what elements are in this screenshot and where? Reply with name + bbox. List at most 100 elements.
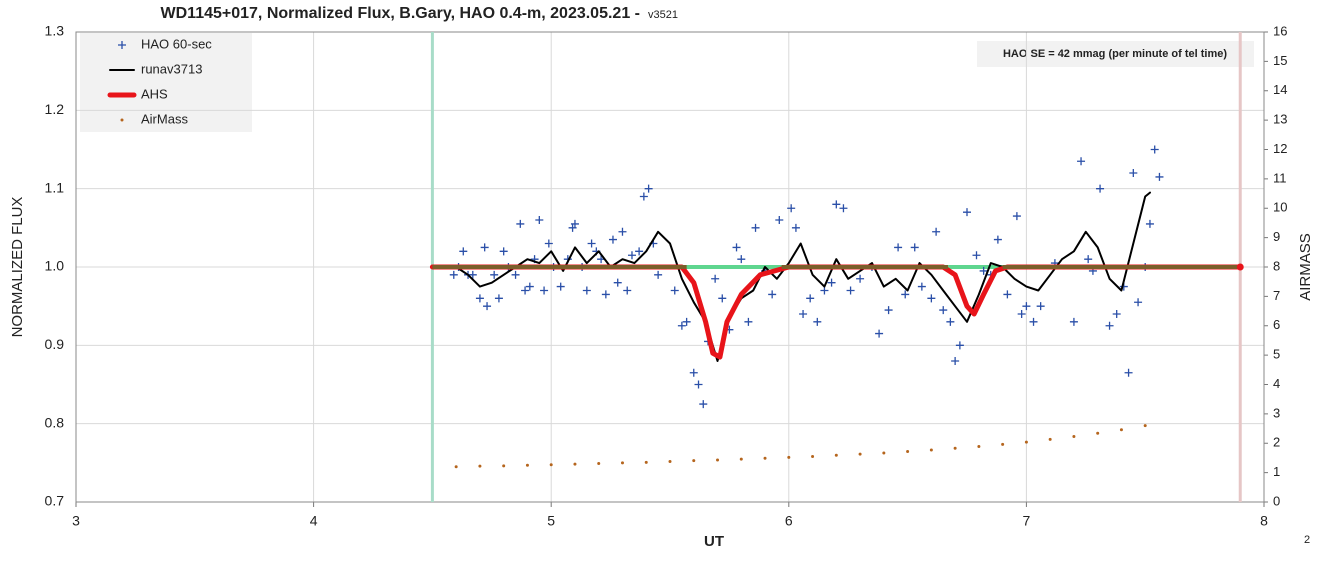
data-point — [1048, 437, 1052, 441]
plot-frame — [75, 31, 1265, 503]
data-point — [846, 286, 855, 295]
data-point — [1096, 431, 1100, 435]
y2-tick-label: 5 — [1273, 347, 1280, 362]
data-point — [751, 223, 760, 232]
data-point — [1072, 434, 1076, 438]
y-tick-label: 1.1 — [45, 179, 65, 195]
data-point — [979, 266, 988, 275]
data-point — [682, 317, 691, 326]
data-point — [627, 251, 636, 260]
y2-tick-label: 9 — [1273, 229, 1280, 244]
data-point — [787, 204, 796, 213]
data-point — [977, 444, 981, 448]
data-point — [927, 294, 936, 303]
data-point — [689, 368, 698, 377]
data-point — [535, 216, 544, 224]
y-tick-label: 1.2 — [45, 101, 65, 117]
series-line — [455, 191, 1151, 362]
data-point — [856, 274, 865, 283]
data-point — [1036, 302, 1045, 311]
data-point — [716, 458, 720, 462]
data-point — [644, 460, 648, 464]
page-number: 2 — [1304, 534, 1310, 546]
data-point — [906, 449, 910, 453]
data-point — [939, 306, 948, 315]
data-point — [511, 270, 520, 279]
y-tick-label: 0.7 — [45, 493, 65, 509]
data-point — [972, 251, 981, 260]
data-point — [739, 457, 743, 461]
data-point — [737, 255, 746, 264]
data-point — [1119, 428, 1123, 432]
data-point — [521, 286, 530, 295]
y2-tick-label: 15 — [1273, 53, 1287, 68]
series-line — [429, 264, 1243, 360]
data-point — [1096, 184, 1105, 193]
y2-tick-label: 16 — [1273, 23, 1287, 38]
data-point — [955, 341, 964, 350]
data-point — [858, 452, 862, 456]
data-point — [490, 270, 499, 279]
y2-tick-label: 0 — [1273, 493, 1280, 508]
y-tick-label: 1.0 — [45, 258, 65, 274]
data-point — [540, 286, 549, 295]
data-point — [1017, 310, 1026, 318]
data-point — [763, 456, 767, 460]
data-point — [901, 290, 910, 299]
legend-label: AHS — [141, 86, 168, 101]
data-point — [953, 446, 957, 450]
legend-label: AirMass — [141, 111, 188, 126]
data-point — [475, 294, 484, 303]
y-tick-label: 0.9 — [45, 336, 65, 352]
data-point — [618, 227, 627, 236]
legend-symbol — [118, 41, 126, 49]
data-point — [601, 290, 610, 299]
y2-tick-label: 14 — [1273, 82, 1287, 97]
data-point — [799, 310, 808, 318]
y2-tick-label: 6 — [1273, 317, 1280, 332]
x-tick-label: 6 — [785, 513, 793, 529]
data-point — [834, 453, 838, 457]
data-point — [1112, 310, 1121, 318]
y-axis-title: NORMALIZED FLUX — [9, 197, 26, 338]
data-point — [587, 239, 596, 248]
x-tick-label: 5 — [547, 513, 555, 529]
chart-subtitle: v3521 — [648, 9, 678, 21]
data-point — [1022, 302, 1031, 311]
data-point — [1077, 157, 1086, 166]
data-point — [1024, 440, 1028, 444]
data-point — [894, 243, 903, 252]
data-point — [718, 294, 727, 303]
legend-box — [80, 33, 252, 132]
data-point — [613, 278, 622, 287]
data-point — [884, 306, 893, 315]
y2-tick-label: 3 — [1273, 405, 1280, 420]
data-point — [711, 274, 720, 283]
data-point — [744, 317, 753, 326]
y2-tick-label: 12 — [1273, 141, 1287, 156]
legend-label: runav3713 — [141, 61, 202, 76]
x-tick-label: 7 — [1023, 513, 1031, 529]
data-point — [639, 192, 648, 201]
data-point — [768, 290, 777, 299]
legend-label: HAO 60-sec — [141, 36, 212, 51]
data-point — [1069, 317, 1078, 326]
data-point — [692, 459, 696, 463]
data-point — [468, 270, 477, 279]
data-point — [791, 223, 800, 232]
data-point — [480, 243, 489, 252]
data-point — [932, 227, 941, 236]
y-tick-label: 1.3 — [45, 23, 65, 39]
data-point — [813, 317, 822, 326]
data-point — [910, 243, 919, 252]
data-point — [732, 243, 741, 252]
data-point — [499, 247, 508, 256]
data-point — [1129, 169, 1138, 177]
data-point — [1155, 172, 1164, 181]
data-point — [1001, 442, 1005, 446]
data-point — [1150, 145, 1159, 154]
data-point — [820, 286, 829, 295]
legend-symbol — [120, 118, 124, 122]
data-point — [1143, 424, 1147, 428]
data-point — [483, 302, 492, 311]
